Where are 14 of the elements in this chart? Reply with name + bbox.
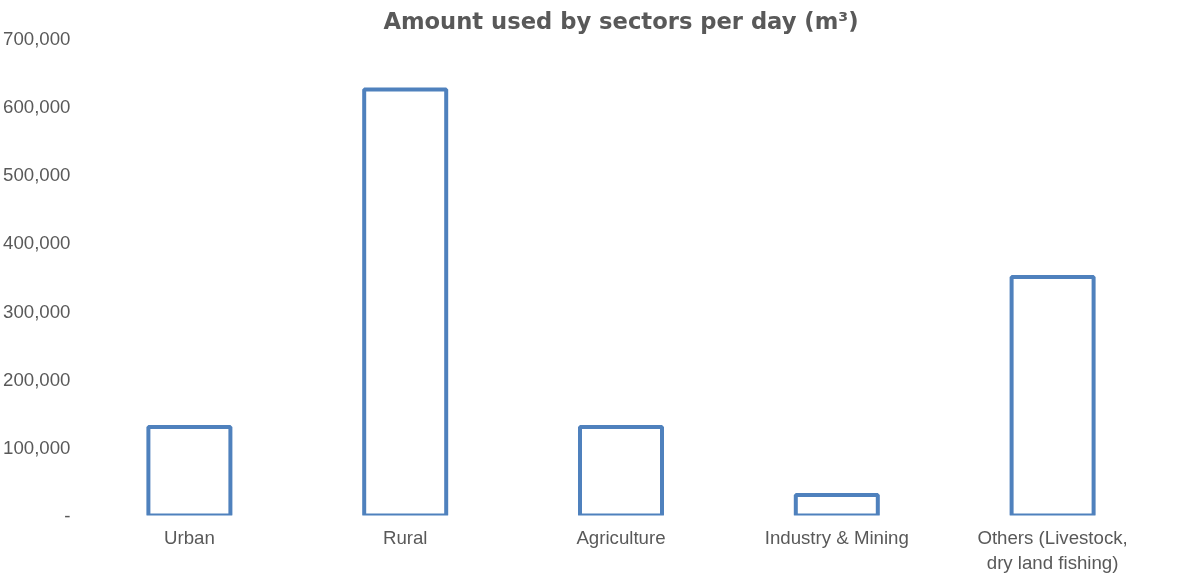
x-tick-label: Agriculture	[576, 526, 666, 548]
chart-title: Amount used by sectors per day (m³)	[383, 7, 859, 34]
y-tick-label: 500,000	[3, 164, 71, 186]
y-tick-label: 600,000	[3, 96, 71, 118]
y-tick-label: 400,000	[3, 232, 71, 254]
x-tick-label: Industry & Mining	[764, 526, 909, 548]
y-tick-label: 700,000	[3, 28, 71, 49]
x-tick-label: Urban	[163, 526, 215, 548]
y-tick-label: 100,000	[3, 436, 71, 458]
y-tick-label: 300,000	[3, 300, 71, 322]
x-tick-label: Rural	[382, 526, 428, 548]
x-tick-label: Others (Livestock, dry land fishing)	[977, 526, 1128, 573]
y-tick-label: 200,000	[3, 368, 71, 390]
y-tick-label: -	[64, 505, 71, 526]
